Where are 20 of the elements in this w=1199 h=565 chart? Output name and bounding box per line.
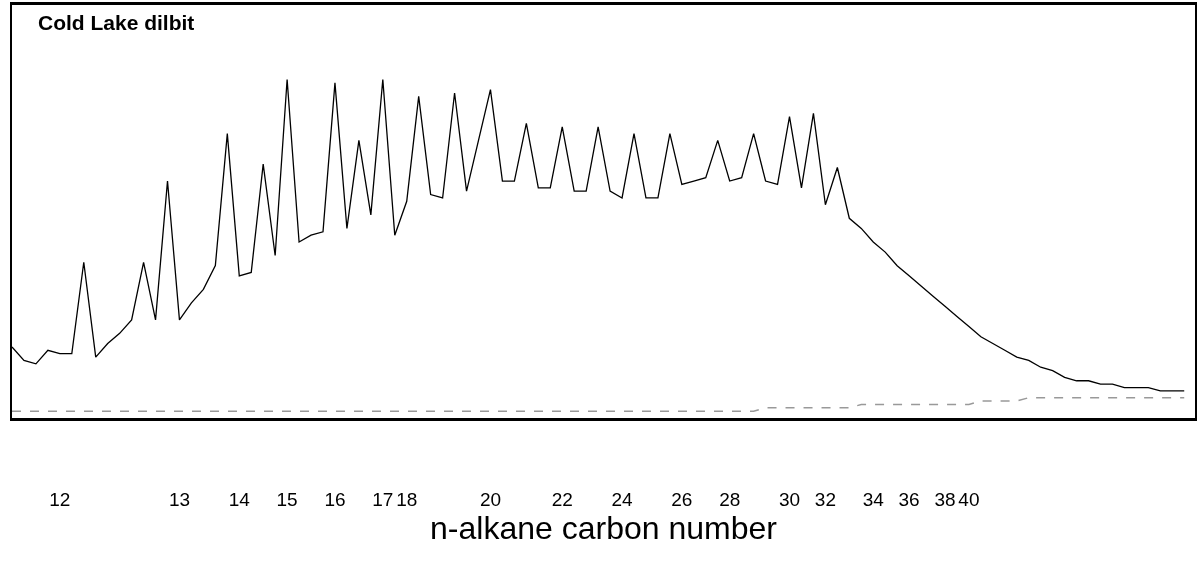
x-axis-title: n-alkane carbon number (430, 509, 778, 546)
x-tick-label: 14 (228, 488, 251, 510)
chart-title: Cold Lake dilbit (38, 11, 195, 34)
x-tick-label: 36 (898, 488, 920, 510)
x-tick-label: 13 (168, 488, 191, 510)
x-tick-label: 24 (611, 488, 634, 510)
x-tick-label: 17 (372, 488, 394, 510)
x-tick-label: 16 (324, 488, 346, 510)
x-tick-label: 30 (778, 488, 801, 510)
x-tick-label: 15 (276, 488, 298, 510)
x-tick-label: 18 (396, 488, 418, 510)
x-tick-label: 32 (814, 488, 836, 510)
x-tick-label: 26 (671, 488, 693, 510)
x-tick-label: 34 (862, 488, 885, 510)
x-tick-label: 22 (551, 488, 573, 510)
x-tick-label: 12 (49, 488, 71, 510)
x-tick-label: 38 (934, 488, 956, 510)
x-tick-label: 20 (479, 488, 502, 510)
x-tick-label: 40 (958, 488, 980, 510)
x-tick-label: 28 (719, 488, 741, 510)
